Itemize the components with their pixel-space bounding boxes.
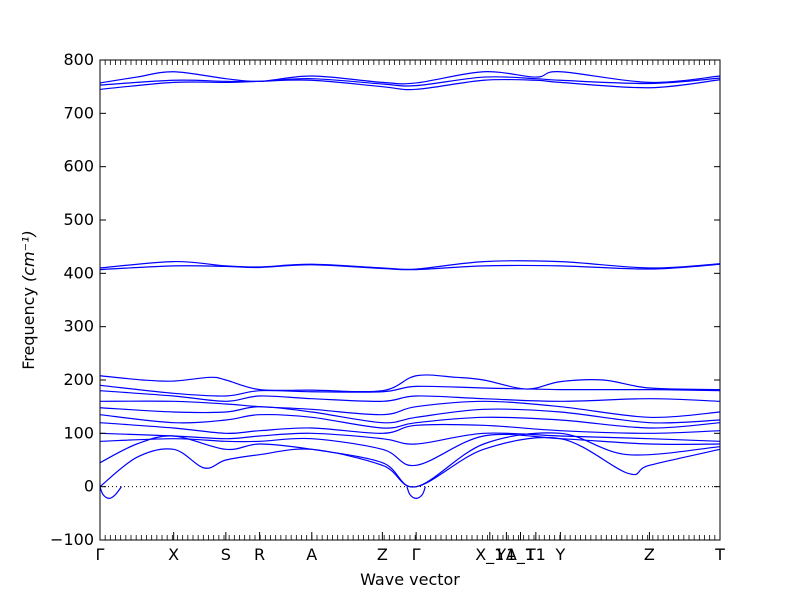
- band-line-14: [99, 433, 721, 467]
- y-tick-label: 800: [63, 50, 94, 69]
- y-tick-label: 600: [63, 157, 94, 176]
- x-tick-label: Z: [644, 545, 655, 564]
- band-line-9: [99, 400, 721, 419]
- band-line-2: [99, 76, 721, 87]
- y-tick-label: 200: [63, 370, 94, 389]
- x-tick-label: S: [221, 545, 231, 564]
- x-tick-label: X: [168, 545, 179, 564]
- x-tick-label: T1: [525, 545, 546, 564]
- y-tick-label: 700: [63, 103, 94, 122]
- x-tick-label: R: [254, 545, 265, 564]
- y-axis: −100 0 100 200 300 400 500 600 700 800: [50, 50, 720, 549]
- band-line-1: [99, 71, 721, 85]
- band-line-17: [99, 486, 122, 500]
- x-tick-label: Z: [377, 545, 388, 564]
- x-tick-label: Γ: [96, 545, 105, 564]
- y-tick-label: 0: [84, 477, 94, 496]
- x-tick-label: T: [714, 545, 725, 564]
- band-line-6: [99, 374, 721, 393]
- plot-frame: [99, 59, 721, 541]
- band-line-16: [99, 436, 721, 488]
- y-tick-label: 500: [63, 210, 94, 229]
- y-axis-label-unit: (cm⁻¹): [19, 230, 38, 282]
- band-line-3: [99, 78, 721, 91]
- x-tick-label: A_1: [506, 545, 535, 565]
- y-axis-label: Frequency (cm⁻¹): [19, 230, 38, 369]
- x-tick-label: X_1: [475, 545, 504, 565]
- band-line-7: [99, 384, 721, 397]
- band-line-10: [99, 406, 721, 424]
- band-line-8: [99, 390, 721, 402]
- x-tick-label: A: [306, 545, 317, 564]
- x-tick-label: Y1: [495, 545, 516, 564]
- band-line-12: [99, 422, 721, 434]
- band-line-11: [99, 413, 721, 429]
- series-layer: [99, 71, 721, 500]
- band-line-13: [99, 432, 721, 445]
- y-tick-label: −100: [50, 530, 94, 549]
- x-tick-label: Γ: [412, 545, 421, 564]
- y-tick-label: 400: [63, 263, 94, 282]
- x-tick-label: Y: [555, 545, 566, 564]
- y-tick-label: 300: [63, 317, 94, 336]
- x-axis-label: Wave vector: [360, 570, 460, 589]
- band-line-15: [99, 432, 721, 488]
- band-line-18: [406, 486, 426, 500]
- band-line-5: [99, 263, 721, 271]
- y-tick-label: 100: [63, 423, 94, 442]
- y-axis-label-main: Frequency: [19, 282, 38, 370]
